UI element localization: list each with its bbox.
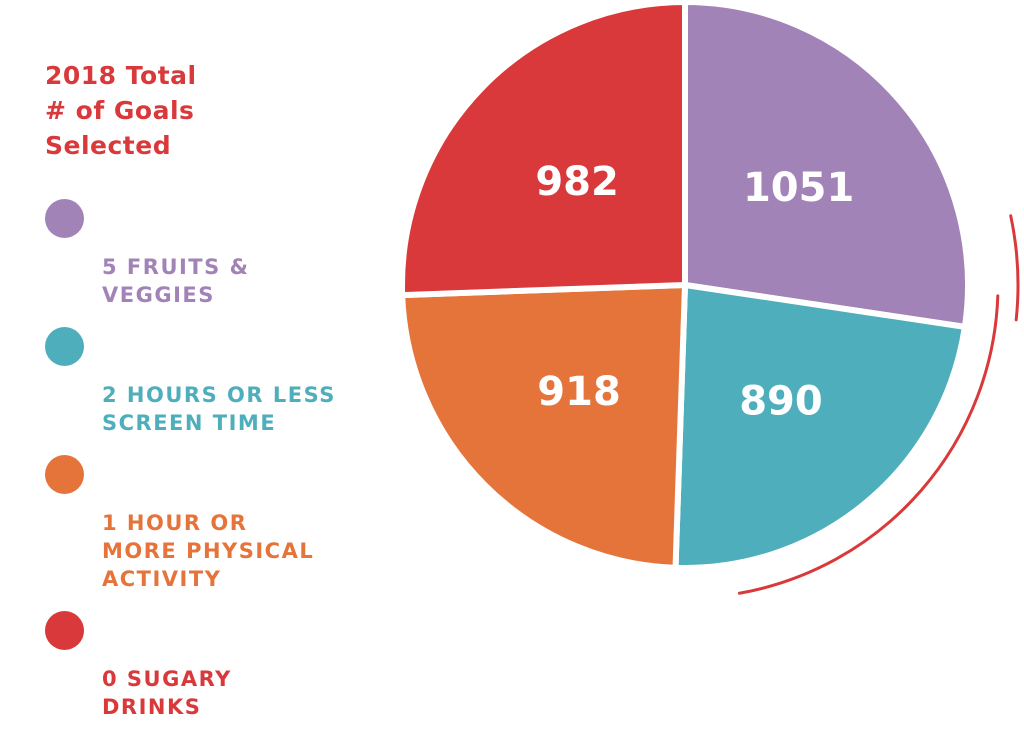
legend-swatch-fruits-veggies <box>45 199 84 238</box>
legend-label-fruits-veggies: 5 FRUITS & VEGGIES <box>102 255 250 307</box>
data-label-fruits-veggies: 1051 <box>743 165 854 211</box>
pie-chart: 1051 890 918 982 <box>399 0 1020 595</box>
legend-swatch-physical-activity <box>45 455 84 494</box>
legend-swatch-sugary-drinks <box>45 611 84 650</box>
legend-label-physical-activity: 1 HOUR OR MORE PHYSICAL ACTIVITY <box>102 511 315 591</box>
legend-swatch-screen-time <box>45 327 84 366</box>
pie-slice-physical-activity <box>399 282 688 571</box>
data-label-physical-activity: 918 <box>537 369 621 415</box>
legend-item-sugary-drinks: 0 SUGARY DRINKS <box>45 609 385 721</box>
chart-title: 2018 Total # of Goals Selected <box>45 61 197 160</box>
pie-slice-screen-time <box>672 282 968 571</box>
legend-item-fruits-veggies: 5 FRUITS & VEGGIES <box>45 197 385 309</box>
legend-label-screen-time: 2 HOURS OR LESS SCREEN TIME <box>102 383 336 435</box>
legend-label-sugary-drinks: 0 SUGARY DRINKS <box>102 667 232 719</box>
accent-arc-2 <box>737 294 1000 595</box>
data-label-screen-time: 890 <box>739 378 823 424</box>
legend-item-physical-activity: 1 HOUR OR MORE PHYSICAL ACTIVITY <box>45 453 385 593</box>
data-label-sugary-drinks: 982 <box>535 159 619 205</box>
pie-slice-fruits-veggies <box>682 0 971 330</box>
accent-arc-1 <box>1009 214 1020 322</box>
legend-item-screen-time: 2 HOURS OR LESS SCREEN TIME <box>45 325 385 437</box>
pie-slice-sugary-drinks <box>399 0 688 299</box>
